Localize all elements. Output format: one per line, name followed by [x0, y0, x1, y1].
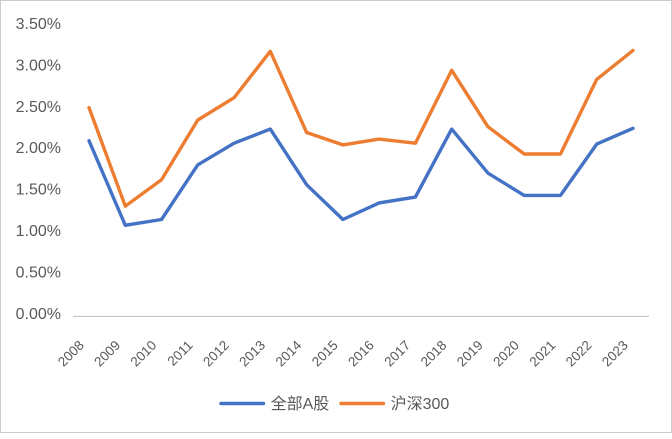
svg-text:2019: 2019: [454, 338, 486, 370]
svg-text:2009: 2009: [91, 338, 123, 370]
svg-text:2018: 2018: [418, 338, 450, 370]
svg-text:1.50%: 1.50%: [16, 182, 61, 199]
svg-text:2008: 2008: [55, 338, 87, 370]
svg-text:0.50%: 0.50%: [16, 265, 61, 282]
svg-text:2015: 2015: [309, 338, 341, 370]
svg-text:3.00%: 3.00%: [16, 57, 61, 74]
svg-text:2021: 2021: [527, 338, 559, 370]
svg-text:0.00%: 0.00%: [16, 306, 61, 323]
svg-text:2.50%: 2.50%: [16, 99, 61, 116]
svg-text:2011: 2011: [165, 338, 196, 369]
svg-text:2.00%: 2.00%: [16, 140, 61, 157]
svg-text:3.50%: 3.50%: [16, 16, 61, 33]
svg-text:2022: 2022: [563, 338, 595, 370]
svg-text:2014: 2014: [273, 337, 305, 369]
svg-text:2016: 2016: [345, 338, 377, 370]
svg-text:2023: 2023: [599, 338, 631, 370]
svg-text:2012: 2012: [200, 338, 232, 370]
svg-text:2013: 2013: [236, 338, 268, 370]
svg-text:2020: 2020: [490, 338, 522, 370]
svg-text:全部A股: 全部A股: [271, 395, 330, 413]
svg-text:2017: 2017: [381, 338, 413, 370]
svg-text:1.00%: 1.00%: [16, 223, 61, 240]
svg-text:2010: 2010: [128, 338, 160, 370]
svg-text:沪深300: 沪深300: [391, 395, 450, 413]
